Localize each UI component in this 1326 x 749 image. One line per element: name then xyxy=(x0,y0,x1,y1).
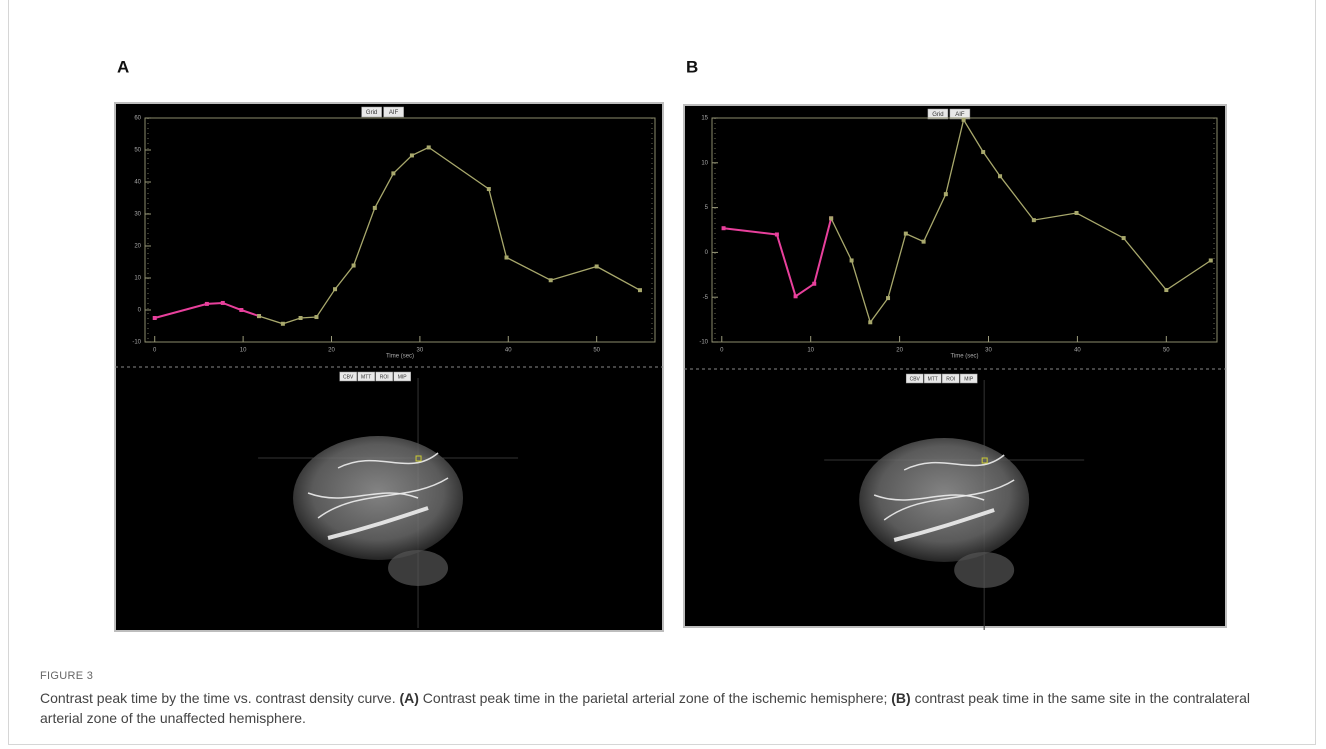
figure-label: FIGURE 3 xyxy=(40,670,1290,682)
data-point xyxy=(1209,258,1213,262)
data-point xyxy=(373,206,377,210)
data-point xyxy=(153,316,157,320)
x-tick-label: 40 xyxy=(1074,348,1081,354)
data-point xyxy=(1164,288,1168,292)
figure-panels: AGridAIF-10010203040506001020304050Time … xyxy=(0,0,1326,660)
data-point xyxy=(505,256,509,260)
x-tick-label: 50 xyxy=(593,348,600,354)
data-point xyxy=(410,153,414,157)
data-point xyxy=(850,258,854,262)
data-point xyxy=(1032,218,1036,222)
data-point xyxy=(333,287,337,291)
y-tick-label: 10 xyxy=(134,276,141,282)
x-tick-label: 20 xyxy=(328,348,335,354)
brain-image xyxy=(954,552,1014,588)
data-point xyxy=(391,171,395,175)
brain-image xyxy=(388,550,448,586)
view-button-label: CBV xyxy=(910,376,921,382)
data-point xyxy=(638,288,642,292)
data-point xyxy=(299,316,303,320)
data-point xyxy=(549,278,553,282)
data-point xyxy=(427,145,431,149)
data-point xyxy=(257,314,261,318)
data-point xyxy=(722,226,726,230)
x-tick-label: 10 xyxy=(807,348,814,354)
y-tick-label: 50 xyxy=(134,148,141,154)
x-axis-label: Time (sec) xyxy=(950,354,978,360)
data-point xyxy=(775,232,779,236)
view-button-label: MIP xyxy=(964,376,974,382)
data-point xyxy=(239,308,243,312)
caption-ref: (A) xyxy=(399,690,418,706)
caption-part: Contrast peak time by the time vs. contr… xyxy=(40,690,399,706)
data-point xyxy=(1122,236,1126,240)
data-point xyxy=(998,174,1002,178)
y-tick-label: -10 xyxy=(699,340,708,346)
data-point xyxy=(829,216,833,220)
x-tick-label: 40 xyxy=(505,348,512,354)
caption-text: Contrast peak time by the time vs. contr… xyxy=(40,688,1290,728)
data-point xyxy=(794,294,798,298)
x-tick-label: 50 xyxy=(1163,348,1170,354)
data-point xyxy=(205,302,209,306)
x-axis-label: Time (sec) xyxy=(386,354,414,360)
x-tick-label: 10 xyxy=(240,348,247,354)
y-tick-label: 30 xyxy=(134,212,141,218)
data-point xyxy=(281,322,285,326)
caption-ref: (B) xyxy=(891,690,910,706)
view-button-label: CBV xyxy=(343,374,354,380)
toolbar-button-label: Grid xyxy=(366,110,377,116)
data-point xyxy=(962,118,966,122)
y-tick-label: 15 xyxy=(701,116,708,122)
data-point xyxy=(981,150,985,154)
y-tick-label: 20 xyxy=(134,244,141,250)
data-point xyxy=(221,301,225,305)
view-button-label: MIP xyxy=(398,374,408,380)
toolbar-button-label: AIF xyxy=(955,112,965,118)
data-point xyxy=(886,296,890,300)
x-tick-label: 30 xyxy=(985,348,992,354)
y-tick-label: -10 xyxy=(132,340,141,346)
y-tick-label: 10 xyxy=(701,160,708,166)
data-point xyxy=(944,192,948,196)
toolbar-button-label: Grid xyxy=(932,112,943,118)
data-point xyxy=(314,315,318,319)
data-point xyxy=(812,282,816,286)
data-point xyxy=(922,240,926,244)
data-point xyxy=(868,320,872,324)
y-tick-label: 60 xyxy=(134,116,141,122)
brain-image xyxy=(293,436,463,560)
brain-image xyxy=(859,438,1029,562)
view-button-label: ROI xyxy=(380,374,389,380)
data-point xyxy=(352,264,356,268)
x-tick-label: 20 xyxy=(896,348,903,354)
data-point xyxy=(595,264,599,268)
view-button-label: MTT xyxy=(361,374,371,380)
caption-part: Contrast peak time in the parietal arter… xyxy=(419,690,891,706)
page: AGridAIF-10010203040506001020304050Time … xyxy=(0,0,1326,749)
y-tick-label: 40 xyxy=(134,180,141,186)
x-tick-label: 30 xyxy=(417,348,424,354)
data-point xyxy=(487,187,491,191)
view-button-label: MTT xyxy=(928,376,938,382)
data-point xyxy=(1075,211,1079,215)
caption: FIGURE 3 Contrast peak time by the time … xyxy=(40,670,1290,728)
y-tick-label: -5 xyxy=(703,295,709,301)
data-point xyxy=(904,232,908,236)
panel-label: A xyxy=(117,57,129,76)
panel-label: B xyxy=(686,57,698,76)
toolbar-button-label: AIF xyxy=(389,110,399,116)
view-button-label: ROI xyxy=(946,376,955,382)
